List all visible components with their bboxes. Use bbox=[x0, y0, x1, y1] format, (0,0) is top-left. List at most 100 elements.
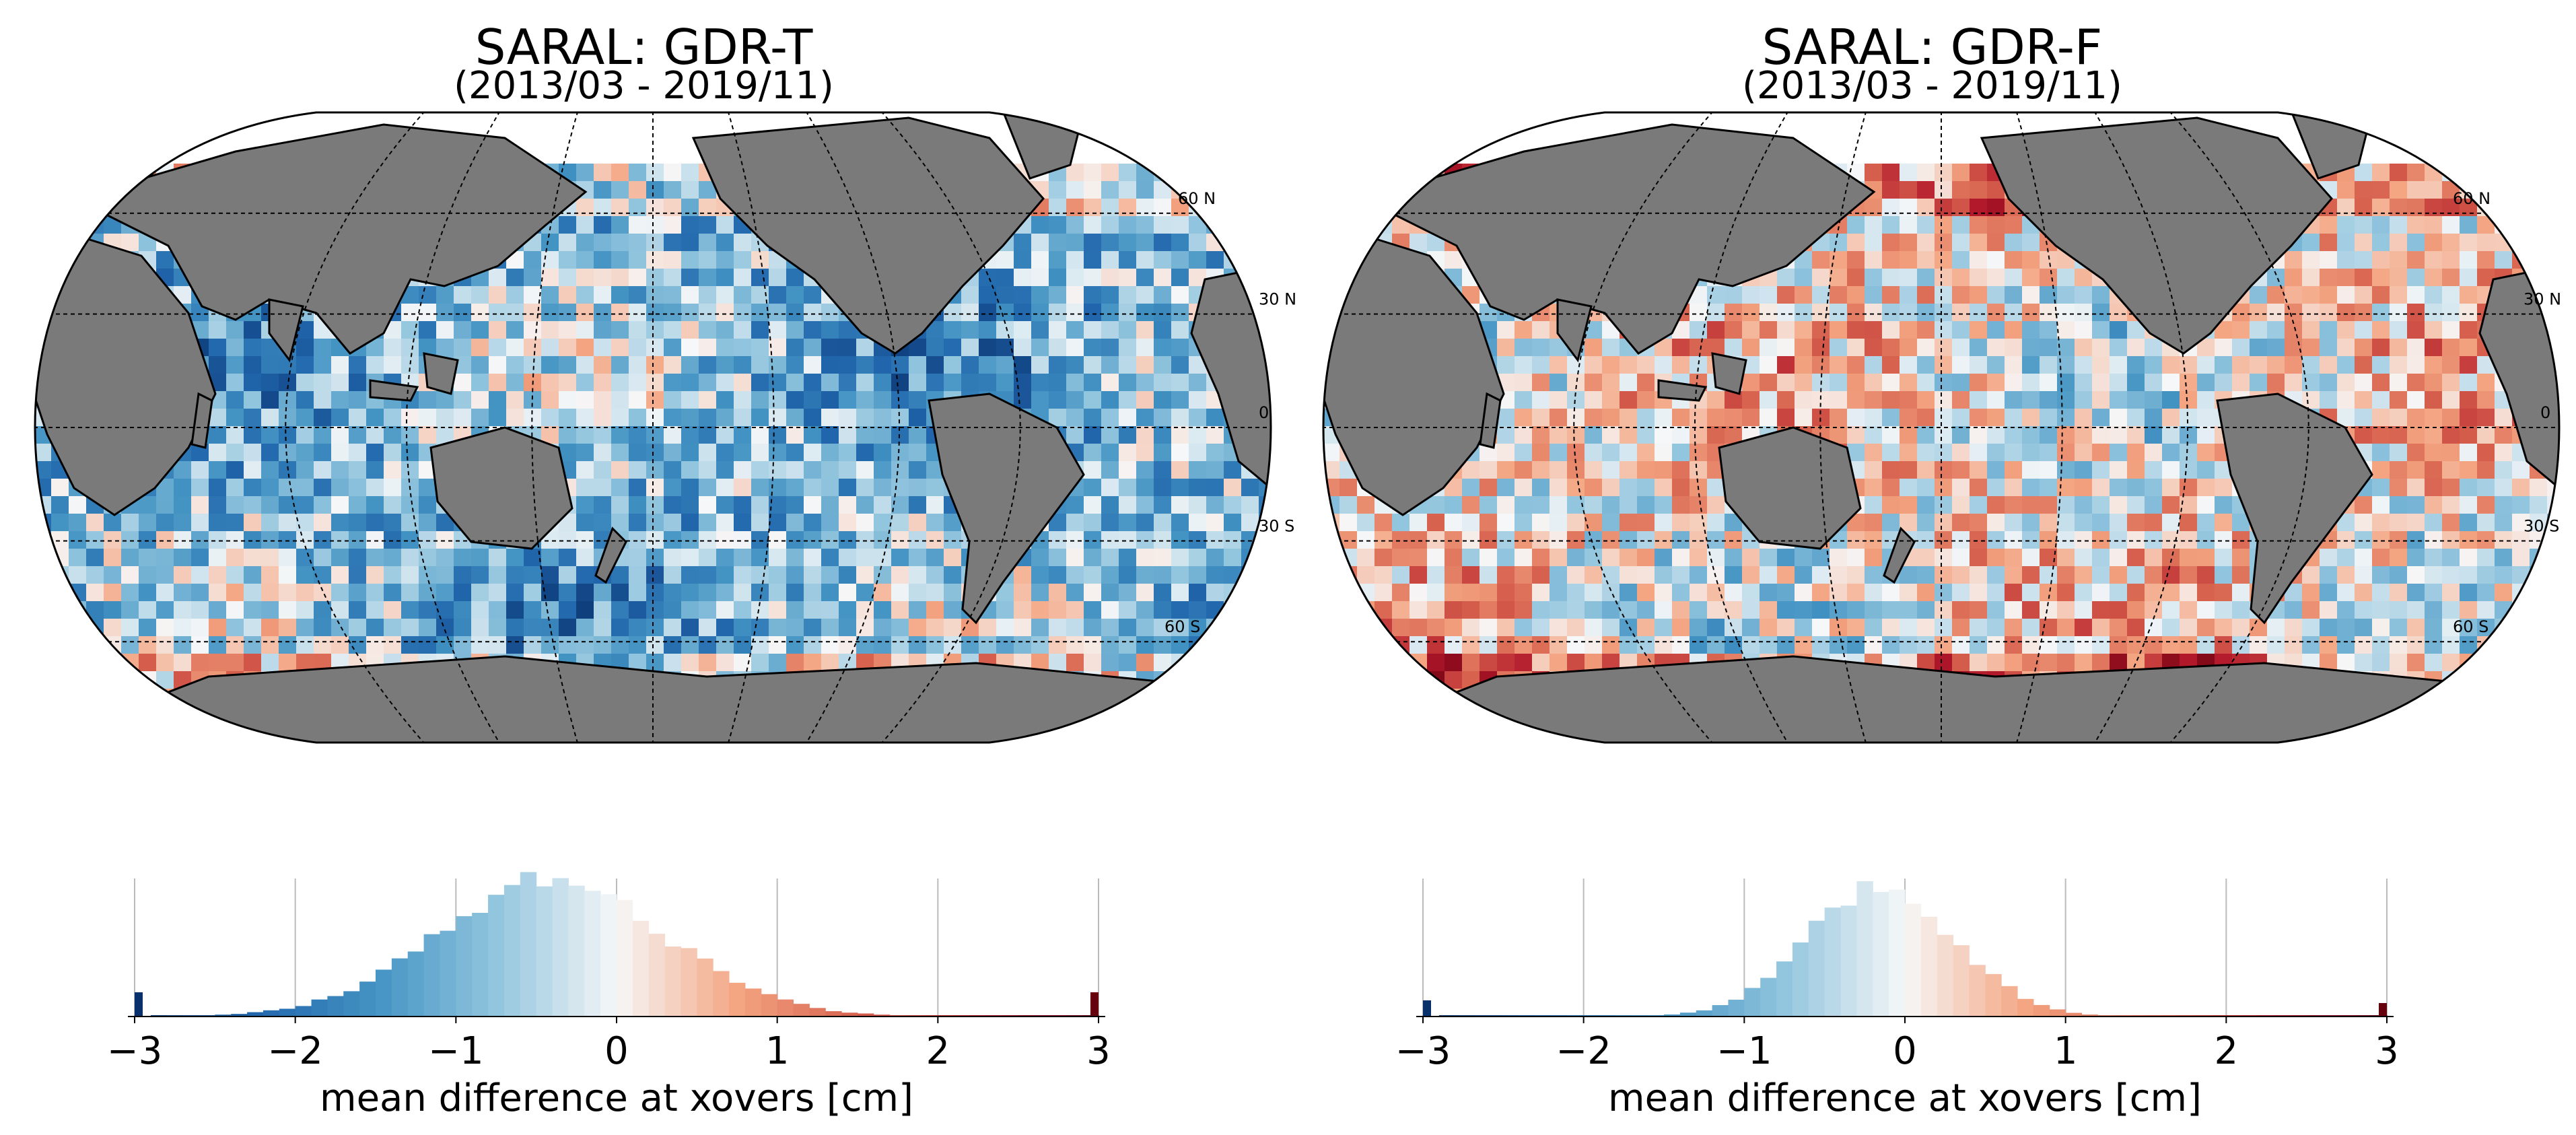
hist-bar bbox=[376, 969, 392, 1017]
panel-gdr-f: SARAL: GDR-F (2013/03 - 2019/11) 60 N 30 … bbox=[1288, 0, 2576, 1135]
panel-title: SARAL: GDR-T bbox=[475, 19, 813, 75]
hist-bar bbox=[1905, 903, 1922, 1017]
latitude-label: 60 S bbox=[1164, 617, 1200, 636]
hist-bar bbox=[1969, 965, 1986, 1017]
tick-label: 1 bbox=[765, 1029, 790, 1073]
hist-bar bbox=[777, 999, 794, 1017]
hist-bar bbox=[263, 1010, 280, 1017]
land-polygon bbox=[2478, 265, 2559, 491]
land-polygon bbox=[190, 392, 213, 449]
tick-label: −1 bbox=[1716, 1029, 1772, 1073]
land-polygon bbox=[1980, 116, 2333, 355]
tick-label: −2 bbox=[1556, 1029, 1611, 1073]
hist-bar bbox=[1679, 1012, 1697, 1017]
latitude-label: 0 bbox=[1259, 403, 1269, 422]
hist-ticks: −3 −2 −1 0 1 2 3 bbox=[1395, 1017, 2399, 1073]
longitude-line bbox=[1694, 112, 1789, 743]
hist-bars bbox=[1423, 881, 2388, 1017]
hist-bar bbox=[2033, 1004, 2050, 1017]
hist-bar bbox=[600, 894, 617, 1017]
panel-subtitle: (2013/03 - 2019/11) bbox=[1742, 64, 2122, 108]
tick-label: 3 bbox=[1086, 1029, 1111, 1073]
hist-bar bbox=[681, 948, 697, 1017]
hist-bar bbox=[761, 994, 778, 1017]
hist-bar bbox=[536, 886, 553, 1017]
hist-bar bbox=[2049, 1009, 2066, 1017]
world-map: 60 N 30 N 0 30 S 60 S bbox=[1322, 111, 2561, 744]
tick-label: −3 bbox=[107, 1029, 163, 1073]
hist-bar bbox=[503, 885, 521, 1017]
latitude-label: 30 N bbox=[1259, 290, 1296, 309]
hist-ticks: −3 −2 −1 0 1 2 3 bbox=[107, 1017, 1111, 1073]
land-polygon bbox=[1883, 526, 1916, 584]
hist-bar bbox=[632, 920, 650, 1017]
hist-xlabel: mean difference at xovers [cm] bbox=[1608, 1076, 2202, 1120]
tick-label: 2 bbox=[926, 1029, 950, 1073]
hist-bar bbox=[1985, 973, 2002, 1017]
hist-bar bbox=[744, 988, 762, 1017]
map-outline bbox=[1322, 111, 2561, 744]
hist-bar bbox=[311, 999, 328, 1017]
hist-bar bbox=[648, 934, 666, 1017]
land-polygon bbox=[1479, 392, 1502, 449]
panel-subtitle: (2013/03 - 2019/11) bbox=[454, 64, 834, 108]
hist-bar bbox=[1953, 945, 1970, 1017]
land-polygon bbox=[1718, 426, 1862, 550]
hist-bar bbox=[327, 996, 344, 1017]
hist-bar bbox=[1712, 1005, 1729, 1017]
hist-bar bbox=[697, 958, 713, 1017]
land-polygon bbox=[928, 392, 1085, 625]
hist-bar bbox=[1728, 1000, 1745, 1017]
hist-bar bbox=[1792, 942, 1809, 1017]
histogram: −3 −2 −1 0 1 2 3 mean difference at xovers [cm] bbox=[107, 872, 1111, 1120]
land-polygon bbox=[1711, 352, 1747, 395]
land-polygon bbox=[2216, 392, 2373, 625]
latitude-label: 60 N bbox=[2453, 189, 2491, 208]
longitude-line bbox=[2015, 112, 2063, 743]
longitude-line bbox=[727, 112, 775, 743]
hist-bar bbox=[858, 1013, 874, 1017]
hist-bar bbox=[568, 885, 585, 1017]
hist-bar bbox=[2065, 1012, 2083, 1017]
hist-bar bbox=[295, 1006, 312, 1017]
land-polygon bbox=[594, 526, 627, 584]
hist-bar bbox=[841, 1012, 858, 1017]
hist-bar bbox=[343, 991, 360, 1017]
hist-bar bbox=[1920, 916, 1938, 1017]
tick-label: −1 bbox=[428, 1029, 484, 1073]
hist-bar bbox=[1840, 905, 1857, 1017]
hist-bar bbox=[407, 951, 425, 1017]
land-masses bbox=[1323, 112, 2559, 743]
hist-bar bbox=[1776, 961, 1793, 1017]
hist-bars bbox=[135, 872, 1099, 1017]
hist-bar-clip-high bbox=[1090, 992, 1099, 1017]
hist-bar bbox=[2017, 998, 2034, 1017]
tick-label: 0 bbox=[1893, 1029, 1917, 1073]
tick-label: 0 bbox=[604, 1029, 629, 1073]
graticule bbox=[1323, 112, 2559, 743]
hist-bar bbox=[825, 1011, 842, 1017]
hist-bar bbox=[809, 1008, 826, 1017]
tick-label: 3 bbox=[2375, 1029, 2399, 1073]
hist-bar bbox=[247, 1012, 264, 1017]
latitude-labels: 60 N 30 N 0 30 S 60 S bbox=[1164, 189, 1296, 636]
land-polygon bbox=[691, 116, 1045, 355]
land-polygon bbox=[429, 426, 573, 550]
tick-label: −2 bbox=[267, 1029, 323, 1073]
hist-bar bbox=[2081, 1014, 2098, 1017]
hist-bar bbox=[440, 930, 456, 1017]
land-polygon bbox=[71, 123, 588, 355]
hist-bar bbox=[1824, 907, 1842, 1017]
hist-bar bbox=[873, 1014, 891, 1017]
latitude-label: 30 S bbox=[2523, 516, 2559, 535]
hist-bar bbox=[391, 958, 409, 1017]
hist-bar bbox=[713, 971, 730, 1017]
hist-bar bbox=[793, 1004, 810, 1017]
histogram: −3 −2 −1 0 1 2 3 mean difference at xovers [cm] bbox=[1395, 879, 2399, 1120]
hist-bar bbox=[472, 912, 489, 1017]
latitude-label: 0 bbox=[2540, 403, 2550, 422]
hist-bar bbox=[617, 899, 633, 1017]
land-polygon bbox=[369, 379, 419, 402]
land-polygon bbox=[1359, 123, 1876, 355]
hist-bar bbox=[359, 982, 376, 1017]
